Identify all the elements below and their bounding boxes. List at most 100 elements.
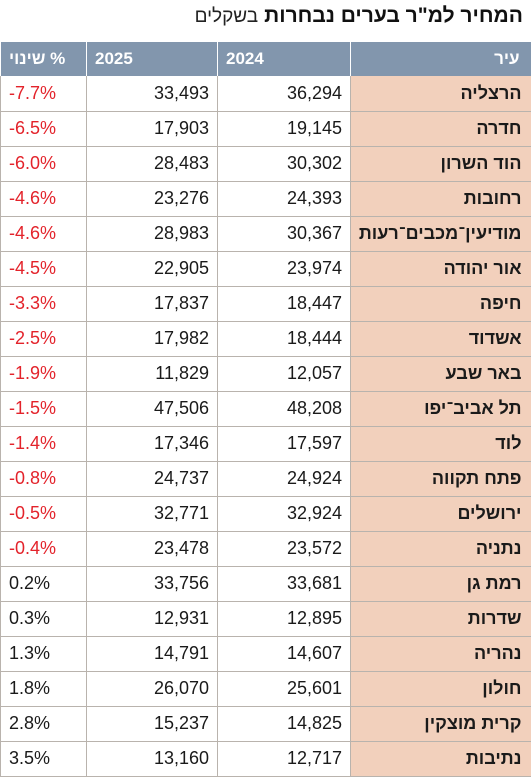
price-2024-cell: 14,607	[218, 636, 351, 671]
change-cell: -0.8%	[1, 461, 87, 496]
change-cell: -0.5%	[1, 496, 87, 531]
price-2025-cell: 33,756	[87, 566, 218, 601]
city-cell: אשדוד	[351, 321, 531, 356]
price-2025-cell: 22,905	[87, 251, 218, 286]
change-cell: 2.8%	[1, 706, 87, 741]
price-2024-cell: 17,597	[218, 426, 351, 461]
header-change: % שינוי	[1, 42, 87, 76]
city-cell: חולון	[351, 671, 531, 706]
city-cell: רמת גן	[351, 566, 531, 601]
change-cell: -7.7%	[1, 76, 87, 111]
price-2025-cell: 12,931	[87, 601, 218, 636]
city-cell: הוד השרון	[351, 146, 531, 181]
change-cell: 0.2%	[1, 566, 87, 601]
price-2025-cell: 14,791	[87, 636, 218, 671]
price-2025-cell: 17,903	[87, 111, 218, 146]
change-cell: 1.8%	[1, 671, 87, 706]
city-cell: חדרה	[351, 111, 531, 146]
city-cell: ירושלים	[351, 496, 531, 531]
price-2025-cell: 32,771	[87, 496, 218, 531]
city-cell: הרצליה	[351, 76, 531, 111]
price-2025-cell: 24,737	[87, 461, 218, 496]
city-cell: רחובות	[351, 181, 531, 216]
change-cell: -2.5%	[1, 321, 87, 356]
change-cell: -6.5%	[1, 111, 87, 146]
price-2025-cell: 26,070	[87, 671, 218, 706]
price-2025-cell: 17,982	[87, 321, 218, 356]
city-cell: לוד	[351, 426, 531, 461]
price-2024-cell: 12,717	[218, 741, 351, 776]
change-cell: 3.5%	[1, 741, 87, 776]
price-2025-cell: 15,237	[87, 706, 218, 741]
city-cell: נתניה	[351, 531, 531, 566]
price-2024-cell: 48,208	[218, 391, 351, 426]
price-2024-cell: 18,444	[218, 321, 351, 356]
table-header-row: עיר 2024 2025 % שינוי	[1, 42, 531, 76]
city-cell: תל אביב־יפו	[351, 391, 531, 426]
price-2024-cell: 18,447	[218, 286, 351, 321]
city-cell: באר שבע	[351, 356, 531, 391]
price-2025-cell: 13,160	[87, 741, 218, 776]
price-2025-cell: 28,983	[87, 216, 218, 251]
price-2024-cell: 33,681	[218, 566, 351, 601]
price-2025-cell: 17,837	[87, 286, 218, 321]
price-2025-cell: 23,276	[87, 181, 218, 216]
price-2024-cell: 19,145	[218, 111, 351, 146]
change-cell: -0.4%	[1, 531, 87, 566]
price-2025-cell: 33,493	[87, 76, 218, 111]
change-cell: -6.0%	[1, 146, 87, 181]
price-2025-cell: 11,829	[87, 356, 218, 391]
price-2024-cell: 14,825	[218, 706, 351, 741]
price-2025-cell: 28,483	[87, 146, 218, 181]
price-2024-cell: 24,393	[218, 181, 351, 216]
price-2024-cell: 25,601	[218, 671, 351, 706]
change-cell: -1.4%	[1, 426, 87, 461]
city-cell: נהריה	[351, 636, 531, 671]
change-cell: -1.5%	[1, 391, 87, 426]
city-cell: נתיבות	[351, 741, 531, 776]
price-2024-cell: 30,302	[218, 146, 351, 181]
price-2024-cell: 36,294	[218, 76, 351, 111]
page-subtitle: בשקלים	[195, 6, 259, 27]
change-cell: 1.3%	[1, 636, 87, 671]
city-cell: שדרות	[351, 601, 531, 636]
price-2024-cell: 23,572	[218, 531, 351, 566]
title-bar: המחיר למ"ר בערים נבחרותבשקלים	[0, 0, 531, 34]
header-2025: 2025	[87, 42, 218, 76]
price-2024-cell: 30,367	[218, 216, 351, 251]
city-cell: פתח תקווה	[351, 461, 531, 496]
header-2024: 2024	[218, 42, 351, 76]
page-title: המחיר למ"ר בערים נבחרות	[264, 4, 523, 27]
price-2024-cell: 32,924	[218, 496, 351, 531]
header-city: עיר	[351, 42, 531, 76]
price-2024-cell: 23,974	[218, 251, 351, 286]
change-cell: -4.6%	[1, 181, 87, 216]
change-cell: -1.9%	[1, 356, 87, 391]
price-2025-cell: 17,346	[87, 426, 218, 461]
change-cell: -4.5%	[1, 251, 87, 286]
price-2025-cell: 47,506	[87, 391, 218, 426]
city-cell: קרית מוצקין	[351, 706, 531, 741]
price-2025-cell: 23,478	[87, 531, 218, 566]
change-cell: -4.6%	[1, 216, 87, 251]
